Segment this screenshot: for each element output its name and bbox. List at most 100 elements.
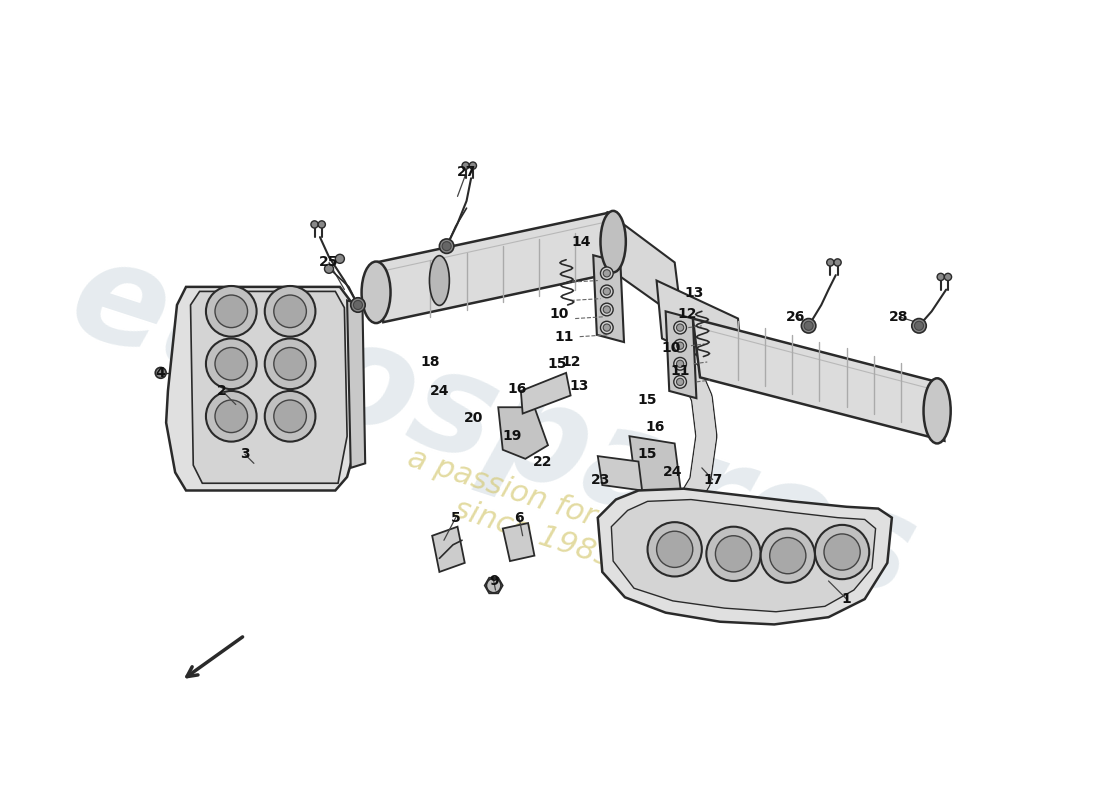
Polygon shape	[376, 212, 620, 322]
Text: 14: 14	[572, 234, 591, 249]
Circle shape	[265, 338, 316, 389]
Text: 13: 13	[569, 379, 589, 394]
Text: 15: 15	[638, 393, 658, 407]
Circle shape	[824, 534, 860, 570]
Circle shape	[802, 318, 816, 333]
Circle shape	[442, 242, 451, 250]
Text: 12: 12	[562, 355, 581, 369]
Circle shape	[676, 360, 684, 367]
Text: 2: 2	[218, 384, 227, 398]
Text: 24: 24	[430, 384, 449, 398]
Circle shape	[353, 301, 363, 310]
Polygon shape	[485, 578, 503, 594]
Polygon shape	[432, 526, 464, 572]
Text: 28: 28	[890, 310, 909, 324]
Polygon shape	[520, 373, 571, 414]
Circle shape	[206, 391, 256, 442]
Polygon shape	[166, 287, 358, 490]
Circle shape	[206, 338, 256, 389]
Circle shape	[674, 358, 686, 370]
Circle shape	[265, 391, 316, 442]
Circle shape	[715, 536, 751, 572]
Text: 4: 4	[156, 366, 166, 380]
FancyArrowPatch shape	[187, 637, 243, 677]
Circle shape	[603, 270, 611, 277]
Text: 10: 10	[661, 341, 681, 354]
Polygon shape	[498, 407, 548, 459]
Circle shape	[603, 288, 611, 295]
Circle shape	[486, 578, 500, 593]
Circle shape	[761, 529, 815, 582]
Text: 6: 6	[514, 510, 524, 525]
Circle shape	[462, 162, 470, 170]
Polygon shape	[657, 281, 744, 378]
Text: 1: 1	[842, 592, 851, 606]
Circle shape	[770, 538, 806, 574]
Circle shape	[318, 221, 326, 228]
Circle shape	[336, 254, 344, 263]
Circle shape	[676, 324, 684, 331]
Text: 11: 11	[670, 364, 690, 378]
Circle shape	[214, 347, 248, 380]
Text: 22: 22	[532, 454, 552, 469]
Circle shape	[676, 342, 684, 350]
Circle shape	[674, 375, 686, 388]
Circle shape	[214, 400, 248, 433]
Text: 15: 15	[548, 357, 566, 371]
Circle shape	[914, 322, 924, 330]
Ellipse shape	[429, 256, 450, 306]
Circle shape	[945, 274, 952, 281]
Circle shape	[274, 400, 307, 433]
Text: 27: 27	[456, 165, 476, 179]
Text: 20: 20	[464, 411, 484, 425]
Text: 18: 18	[420, 355, 440, 369]
Circle shape	[214, 295, 248, 328]
Polygon shape	[666, 311, 696, 398]
Circle shape	[937, 274, 945, 281]
Circle shape	[603, 306, 611, 313]
Text: 12: 12	[678, 307, 697, 321]
Circle shape	[603, 324, 611, 331]
Circle shape	[274, 295, 307, 328]
Circle shape	[439, 239, 454, 254]
Text: 25: 25	[319, 255, 339, 270]
Polygon shape	[612, 499, 876, 612]
Circle shape	[206, 286, 256, 337]
Polygon shape	[607, 212, 682, 320]
Circle shape	[265, 286, 316, 337]
Circle shape	[311, 221, 318, 228]
Circle shape	[601, 285, 613, 298]
Circle shape	[834, 259, 842, 266]
Circle shape	[155, 367, 166, 378]
Polygon shape	[629, 436, 682, 499]
Polygon shape	[597, 489, 892, 625]
Polygon shape	[348, 301, 365, 468]
Circle shape	[706, 526, 761, 581]
Circle shape	[674, 339, 686, 352]
Text: 5: 5	[451, 510, 461, 525]
Text: 3: 3	[240, 447, 250, 462]
Text: 16: 16	[645, 420, 664, 434]
Text: a passion for parts
since 1985: a passion for parts since 1985	[394, 444, 684, 591]
Text: eurospares: eurospares	[55, 227, 932, 627]
Circle shape	[815, 525, 869, 579]
Circle shape	[601, 322, 613, 334]
Text: 10: 10	[549, 307, 569, 321]
Circle shape	[470, 162, 476, 170]
Text: 9: 9	[488, 574, 498, 588]
Circle shape	[274, 347, 307, 380]
Ellipse shape	[601, 211, 626, 273]
Ellipse shape	[362, 262, 390, 323]
Polygon shape	[693, 318, 945, 441]
Circle shape	[674, 322, 686, 334]
Text: 16: 16	[507, 382, 527, 396]
Polygon shape	[597, 456, 642, 490]
Text: 26: 26	[786, 310, 805, 324]
Circle shape	[601, 267, 613, 280]
Circle shape	[601, 303, 613, 316]
Circle shape	[324, 264, 333, 274]
Circle shape	[676, 378, 684, 386]
Ellipse shape	[924, 378, 950, 443]
Circle shape	[351, 298, 365, 312]
Polygon shape	[190, 291, 348, 483]
